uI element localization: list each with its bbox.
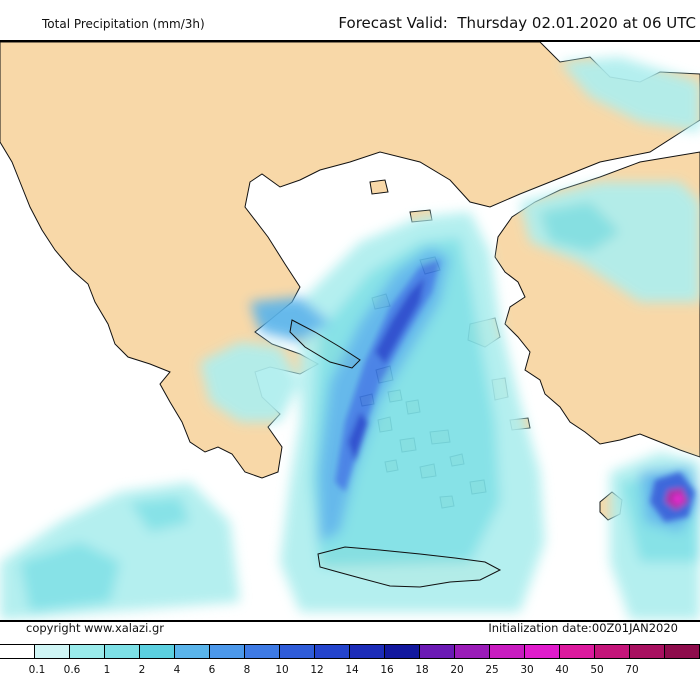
legend-swatch (630, 645, 665, 658)
map-title: Total Precipitation (mm/3h) (42, 17, 205, 31)
legend-swatch (35, 645, 70, 658)
precipitation-map (0, 40, 700, 622)
legend-swatch (245, 645, 280, 658)
legend-label: 2 (138, 664, 146, 676)
legend-label: 8 (243, 664, 251, 676)
coastlines (289, 319, 502, 588)
legend-swatch (0, 645, 35, 658)
legend-swatch (455, 645, 490, 658)
legend-label: 25 (485, 664, 499, 676)
legend-label: 4 (173, 664, 181, 676)
legend-label: 14 (345, 664, 359, 676)
legend-swatch (525, 645, 560, 658)
legend-label: 10 (275, 664, 289, 676)
legend-swatch (350, 645, 385, 658)
legend-label: 30 (520, 664, 534, 676)
copyright-text: copyright www.xalazi.gr (26, 621, 164, 635)
legend-label: 40 (555, 664, 569, 676)
initialization-date: Initialization date:00Z01JAN2020 (488, 621, 678, 635)
legend-swatch (210, 645, 245, 658)
legend-label: 6 (208, 664, 216, 676)
legend-swatch (140, 645, 175, 658)
legend-swatch (420, 645, 455, 658)
legend-swatch (105, 645, 140, 658)
legend-swatch (175, 645, 210, 658)
legend-swatch (70, 645, 105, 658)
legend-label: 1 (103, 664, 111, 676)
forecast-valid-time: Forecast Valid: Thursday 02.01.2020 at 0… (338, 14, 696, 32)
legend-label: 0.6 (63, 664, 81, 676)
legend-label: 20 (450, 664, 464, 676)
legend-label: 16 (380, 664, 394, 676)
land-thasos (369, 179, 389, 195)
legend-swatch (560, 645, 595, 658)
color-scale-bar (0, 644, 700, 659)
legend-swatch (595, 645, 630, 658)
legend-swatch (665, 645, 700, 658)
legend-label: 12 (310, 664, 324, 676)
legend-label: 50 (590, 664, 604, 676)
legend-swatch (315, 645, 350, 658)
legend-swatch (490, 645, 525, 658)
legend-label: 18 (415, 664, 429, 676)
color-scale-labels: 0.1 0.6 1 2 4 6 8 10 12 14 16 18 20 25 30 40 50 70 (0, 664, 700, 680)
legend-label: 0.1 (28, 664, 46, 676)
precipitation-field (0, 57, 700, 620)
legend-swatch (280, 645, 315, 658)
legend-label: 70 (625, 664, 639, 676)
legend-swatch (385, 645, 420, 658)
